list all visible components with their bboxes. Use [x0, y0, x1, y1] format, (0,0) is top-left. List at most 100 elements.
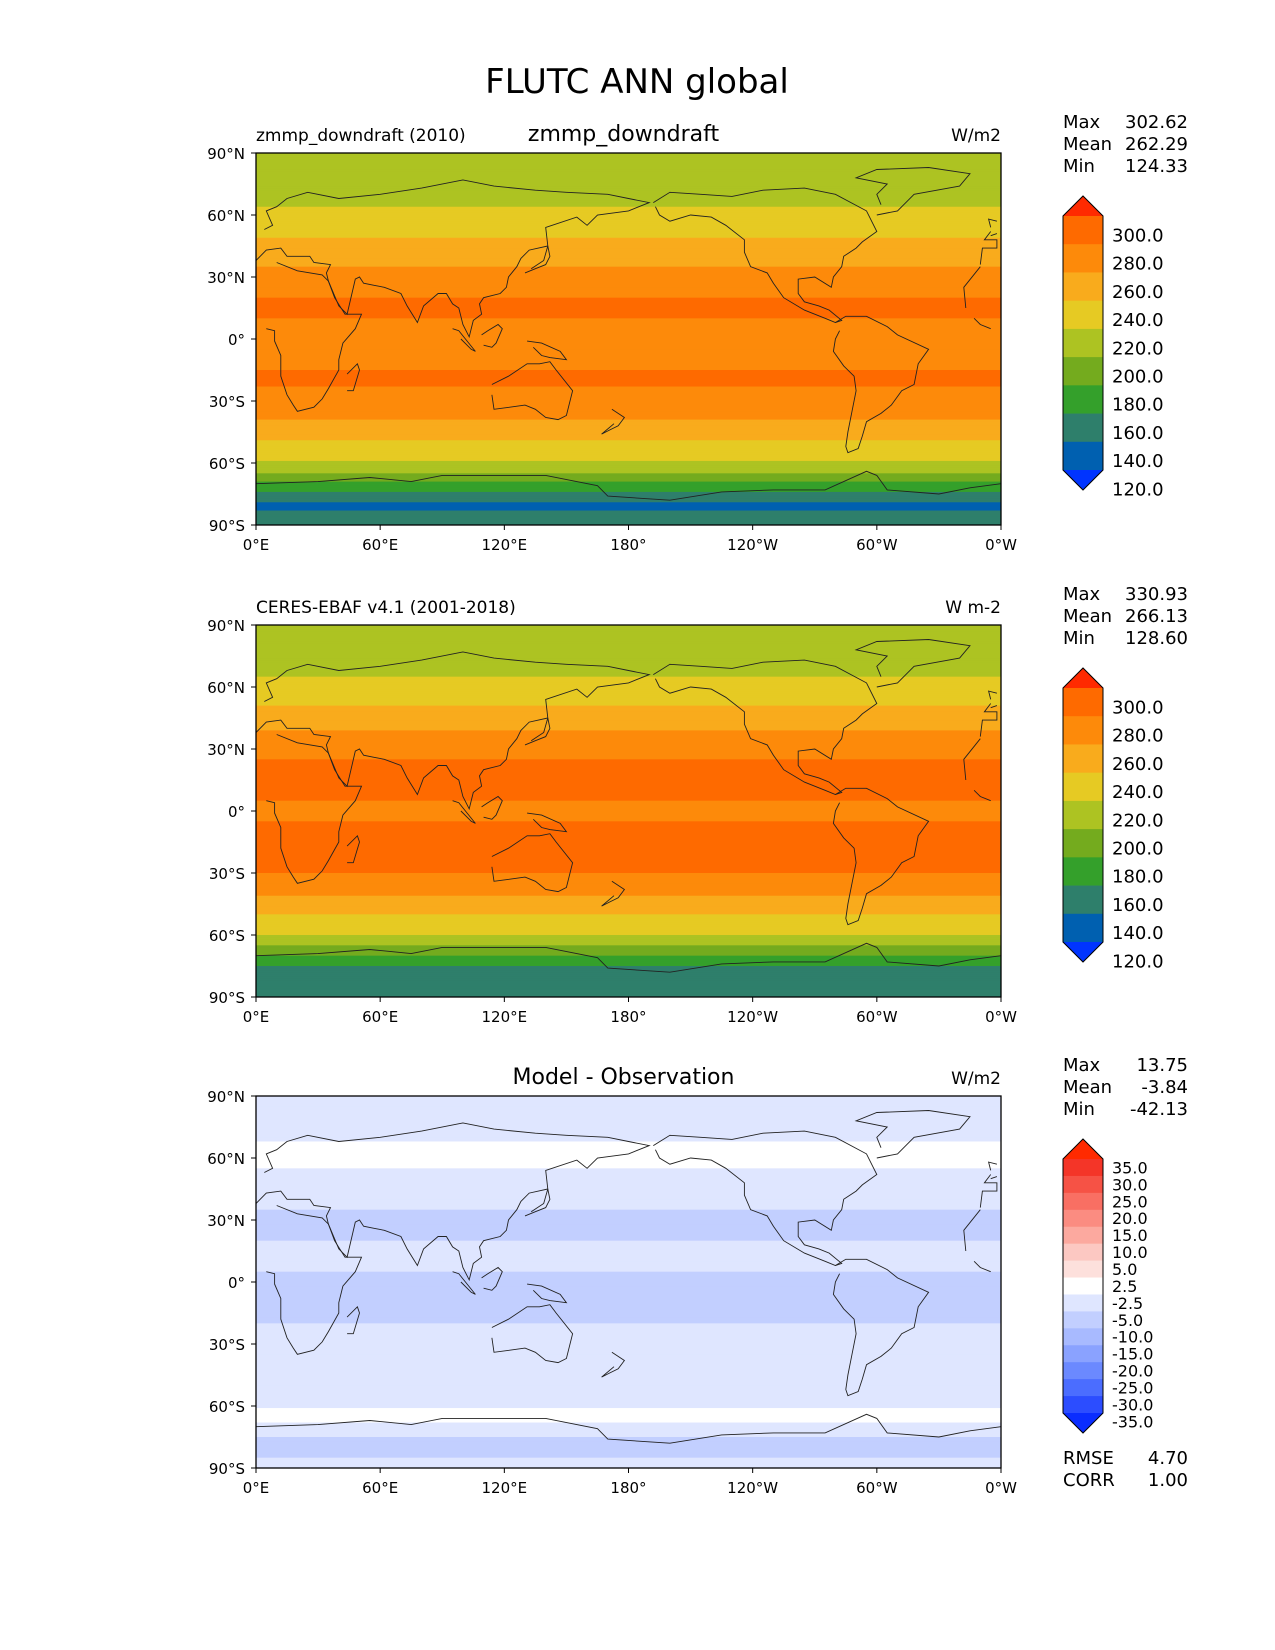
lat-band: [256, 301, 1001, 305]
lon-tick-label: 120°E: [482, 1008, 528, 1026]
lat-band: [256, 303, 1001, 307]
lat-band: [256, 864, 1001, 868]
lat-band: [256, 264, 1001, 268]
lat-band: [256, 355, 1001, 359]
lat-band: [256, 1232, 1001, 1236]
lat-band: [256, 206, 1001, 210]
lat-band: [256, 908, 1001, 911]
lat-band: [256, 1339, 1001, 1343]
colorbar-label: 280.0: [1112, 726, 1164, 747]
lat-band: [256, 974, 1001, 977]
lat-band: [256, 1459, 1001, 1463]
lat-band: [256, 411, 1001, 414]
lat-band: [256, 895, 1001, 899]
lat-band: [256, 285, 1001, 288]
lat-band: [256, 891, 1001, 895]
colorbar-segment: [1063, 857, 1103, 886]
lat-band: [256, 848, 1001, 851]
lat-band: [256, 388, 1001, 392]
lat-band: [256, 1112, 1001, 1116]
lat-band: [256, 345, 1001, 348]
lat-band: [256, 1449, 1001, 1453]
lat-band: [256, 227, 1001, 231]
lat-band: [256, 458, 1001, 462]
lat-band: [256, 1271, 1001, 1275]
lat-band: [256, 463, 1001, 466]
lat-band: [256, 1222, 1001, 1225]
lat-band: [256, 912, 1001, 915]
lat-tick-label: 30°N: [207, 1212, 245, 1230]
lat-band: [256, 1406, 1001, 1409]
lat-band: [256, 1118, 1001, 1122]
lat-band: [256, 1333, 1001, 1337]
lat-band: [256, 1104, 1001, 1107]
lat-band: [256, 786, 1001, 789]
lat-band: [256, 357, 1001, 361]
colorbar-label: 200.0: [1112, 839, 1164, 860]
colorbar-segment: [1063, 772, 1103, 802]
lon-tick-label: 0°W: [985, 536, 1017, 554]
lat-tick-label: 90°N: [207, 145, 245, 163]
lat-band: [256, 763, 1001, 767]
colorbar-label: 10.0: [1112, 1243, 1148, 1262]
lat-band: [256, 1151, 1001, 1155]
lat-band: [256, 177, 1001, 181]
lat-band: [256, 823, 1001, 827]
lat-band: [256, 380, 1001, 383]
lat-band: [256, 742, 1001, 746]
lat-band: [256, 1414, 1001, 1417]
lat-band: [256, 918, 1001, 922]
lat-band: [256, 316, 1001, 319]
madagascar-coastline: [346, 1305, 360, 1335]
lat-band: [256, 398, 1001, 402]
lat-band: [256, 386, 1001, 390]
lat-band: [256, 326, 1001, 330]
lat-band: [256, 479, 1001, 483]
north-america-coastline: [653, 187, 878, 323]
lat-band: [256, 1191, 1001, 1194]
sumatra-coastline: [452, 328, 476, 352]
lat-band: [256, 899, 1001, 903]
lat-band: [256, 330, 1001, 334]
lat-band: [256, 1286, 1001, 1289]
antarctica-coastline: [256, 1413, 1001, 1468]
lat-band: [256, 746, 1001, 750]
lat-band: [256, 637, 1001, 641]
lat-band: [256, 1325, 1001, 1329]
stat-max-label: Max: [1063, 1055, 1101, 1076]
lat-band: [256, 1108, 1001, 1112]
lat-band: [256, 465, 1001, 468]
lat-band: [256, 1441, 1001, 1444]
lat-band: [256, 299, 1001, 303]
madagascar-coastline: [346, 834, 360, 864]
lat-band: [256, 444, 1001, 448]
lon-tick-label: 0°E: [243, 1008, 270, 1026]
colorbar-label: 5.0: [1112, 1260, 1137, 1279]
lat-band: [256, 243, 1001, 247]
lat-band: [256, 289, 1001, 293]
sumatra-coastline: [452, 800, 476, 824]
lat-band: [256, 631, 1001, 634]
lat-band: [256, 1114, 1001, 1118]
lat-band: [256, 920, 1001, 924]
colorbar-segment: [1063, 1175, 1103, 1194]
lat-band: [256, 889, 1001, 893]
lat-band: [256, 939, 1001, 942]
lat-band: [256, 1205, 1001, 1209]
lat-band: [256, 914, 1001, 917]
stat-min-label: Min: [1063, 628, 1095, 649]
lat-band: [256, 1215, 1001, 1219]
stat-mean-value: 266.13: [1125, 606, 1188, 627]
stat-mean-label: Mean: [1063, 134, 1112, 155]
lat-band: [256, 1255, 1001, 1258]
lat-band: [256, 1410, 1001, 1413]
lat-band: [256, 328, 1001, 332]
lat-band: [256, 906, 1001, 909]
lat-band: [256, 202, 1001, 206]
lat-band: [256, 1209, 1001, 1213]
lat-band: [256, 870, 1001, 874]
lat-band: [256, 1422, 1001, 1426]
lat-band: [256, 1408, 1001, 1411]
lon-tick-label: 60°W: [856, 536, 898, 554]
lat-band: [256, 520, 1001, 524]
